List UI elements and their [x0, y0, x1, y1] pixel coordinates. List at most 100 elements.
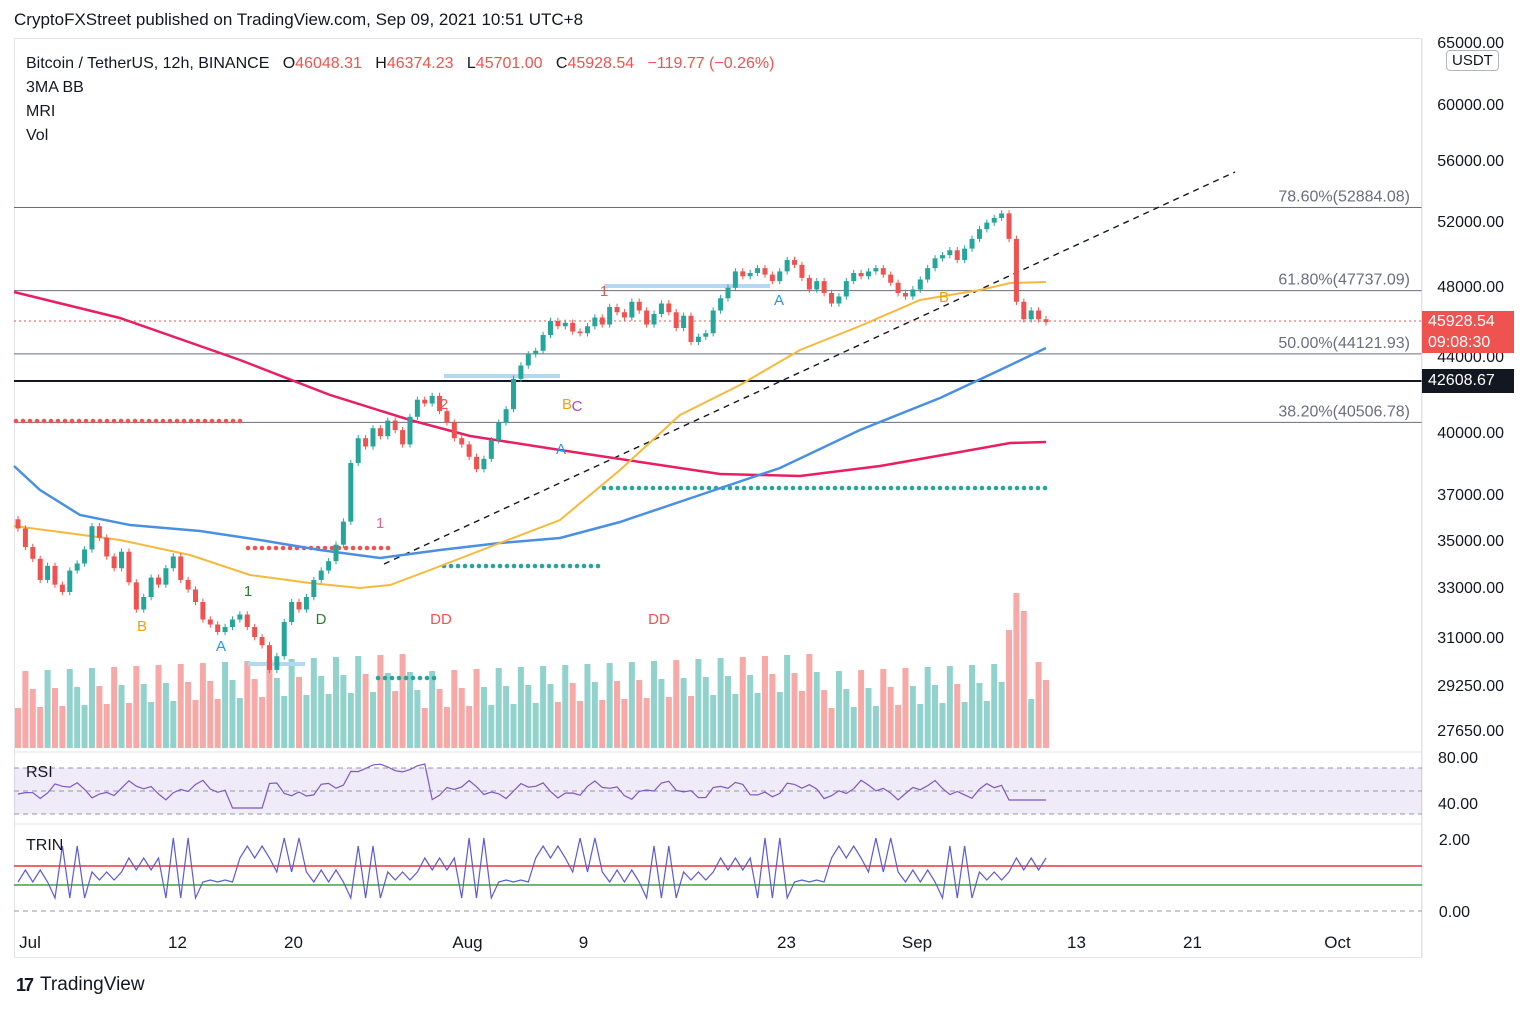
candle-body	[703, 333, 709, 337]
candle-body	[229, 619, 235, 627]
red-dot	[188, 418, 194, 424]
trendline	[383, 171, 1236, 565]
volume-bar	[828, 708, 835, 748]
red-dot	[223, 418, 229, 424]
last-price-badge: 45928.54	[1422, 311, 1514, 333]
candle-body	[762, 268, 768, 275]
red-dot	[364, 545, 370, 551]
candle-body	[880, 268, 886, 275]
volume-bar	[665, 697, 672, 748]
green-dot	[511, 563, 517, 569]
time-tick-3: Aug	[452, 933, 482, 952]
candle-body	[156, 577, 162, 585]
candle-body	[1036, 310, 1042, 320]
volume-bar	[133, 666, 140, 748]
volume-bar	[747, 675, 754, 748]
candle-body	[851, 273, 857, 282]
green-dot	[1000, 485, 1006, 491]
currency-button[interactable]: USDT	[1446, 50, 1499, 71]
volume-bar	[791, 673, 798, 748]
candle-body	[466, 444, 472, 457]
candle-body	[518, 365, 524, 379]
annotation-6: DD	[430, 611, 452, 628]
candle-body	[222, 627, 228, 632]
candle-body	[252, 627, 258, 637]
annotation-8: A	[556, 441, 566, 458]
candle-body	[666, 303, 672, 313]
volume-bar	[229, 680, 236, 748]
green-dot	[937, 485, 943, 491]
green-dot	[951, 485, 957, 491]
time-tick-9: Oct	[1324, 933, 1351, 952]
candle-body	[37, 558, 43, 580]
volume-bar	[739, 657, 746, 748]
volume-bar	[887, 687, 894, 748]
volume-bar	[495, 668, 502, 748]
candle-body	[991, 217, 997, 223]
indicator-mri[interactable]: MRI	[26, 103, 56, 120]
rsi-line	[17, 763, 1046, 809]
volume-bar	[155, 665, 162, 748]
dotted-levels	[13, 418, 1048, 681]
candle-body	[281, 622, 287, 657]
price-tick-9: 33000.00	[1437, 580, 1504, 597]
red-dot	[322, 545, 328, 551]
volume-bar	[29, 689, 36, 748]
volume-bar	[51, 688, 58, 748]
candle-body	[111, 556, 117, 569]
volume-bar	[651, 661, 658, 748]
candle-body	[474, 456, 480, 470]
volume-bar	[74, 687, 81, 748]
green-dot	[553, 563, 559, 569]
candle-body	[437, 395, 443, 412]
red-dot	[69, 418, 75, 424]
green-dot	[657, 485, 663, 491]
candle-body	[326, 561, 332, 571]
volume-bar	[806, 654, 813, 748]
green-dot	[629, 485, 635, 491]
candle-body	[525, 354, 531, 366]
candle-body	[215, 624, 221, 632]
green-dot	[581, 563, 587, 569]
symbol-name: Bitcoin / TetherUS, 12h, BINANCE	[26, 55, 270, 72]
green-dot	[755, 485, 761, 491]
candle-body	[799, 264, 805, 278]
candle-body	[1021, 301, 1027, 320]
red-dot	[76, 418, 82, 424]
candle-body	[422, 399, 428, 404]
price-tick-5: 44000.00	[1437, 349, 1504, 366]
moving-averages	[13, 281, 1047, 590]
candle-body	[725, 287, 731, 299]
candle-body	[377, 428, 383, 437]
time-axis: Jul 12 20 Aug 9 23 Sep 13 21 Oct	[19, 933, 1351, 952]
annotation-1: A	[216, 638, 226, 655]
footer-brand[interactable]: 17 TradingView	[16, 974, 145, 996]
green-dot	[783, 485, 789, 491]
candle-body	[732, 271, 738, 288]
candle-body	[59, 584, 65, 592]
volume-bar	[532, 703, 539, 748]
green-dot	[1028, 485, 1034, 491]
volume-bar	[1013, 593, 1020, 748]
indicator-3ma-bb[interactable]: 3MA BB	[26, 79, 84, 96]
green-dot	[588, 563, 594, 569]
candle-body	[895, 282, 901, 293]
green-dot	[902, 485, 908, 491]
candle-body	[511, 378, 517, 410]
candle-body	[784, 260, 790, 272]
candle-body	[429, 395, 435, 404]
green-dot	[839, 485, 845, 491]
volume-bar	[510, 704, 517, 748]
green-dot	[888, 485, 894, 491]
candle-body	[266, 645, 272, 670]
candle-body	[570, 322, 576, 332]
indicator-vol[interactable]: Vol	[26, 127, 49, 144]
green-dot	[748, 485, 754, 491]
countdown-badge: 09:08:30	[1422, 333, 1514, 353]
green-dot	[986, 485, 992, 491]
green-dot	[1014, 485, 1020, 491]
volume-bar	[717, 658, 724, 748]
candle-body	[843, 281, 849, 297]
volume-bar	[177, 664, 184, 748]
